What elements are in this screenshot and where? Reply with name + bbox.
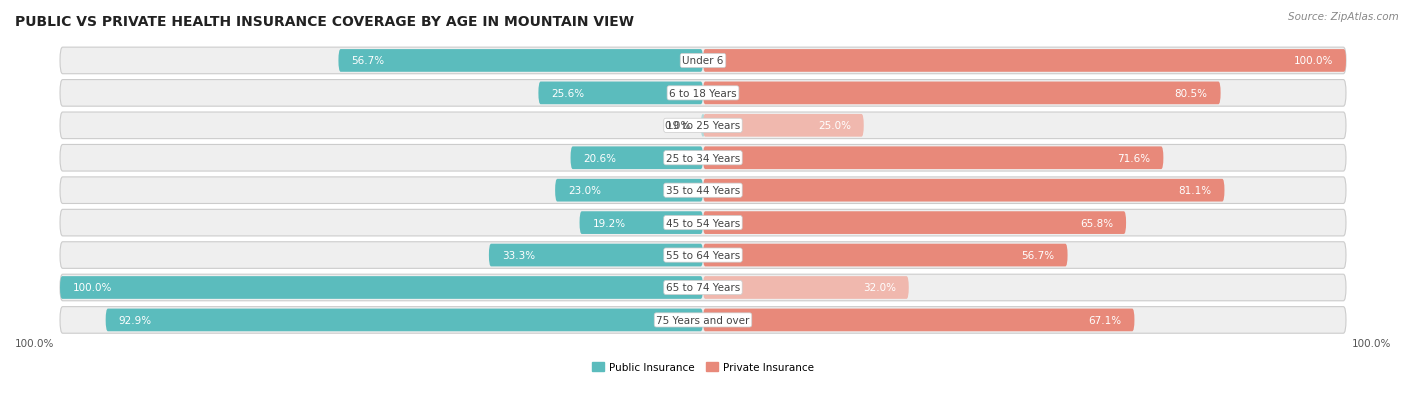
FancyBboxPatch shape (489, 244, 703, 267)
FancyBboxPatch shape (60, 48, 1346, 75)
Text: 56.7%: 56.7% (352, 56, 384, 66)
FancyBboxPatch shape (60, 307, 1346, 333)
Text: 19 to 25 Years: 19 to 25 Years (666, 121, 740, 131)
FancyBboxPatch shape (703, 179, 1225, 202)
Text: 35 to 44 Years: 35 to 44 Years (666, 186, 740, 196)
Legend: Public Insurance, Private Insurance: Public Insurance, Private Insurance (588, 358, 818, 376)
Text: 45 to 54 Years: 45 to 54 Years (666, 218, 740, 228)
FancyBboxPatch shape (60, 81, 1346, 107)
Text: 55 to 64 Years: 55 to 64 Years (666, 250, 740, 261)
FancyBboxPatch shape (571, 147, 703, 170)
FancyBboxPatch shape (105, 309, 703, 332)
Text: 25 to 34 Years: 25 to 34 Years (666, 153, 740, 164)
Text: Under 6: Under 6 (682, 56, 724, 66)
FancyBboxPatch shape (538, 82, 703, 105)
Text: 56.7%: 56.7% (1022, 250, 1054, 261)
Text: 0.0%: 0.0% (664, 121, 690, 131)
Text: 100.0%: 100.0% (1351, 339, 1391, 349)
Text: 71.6%: 71.6% (1118, 153, 1150, 164)
FancyBboxPatch shape (555, 179, 703, 202)
FancyBboxPatch shape (703, 82, 1220, 105)
Text: 65.8%: 65.8% (1080, 218, 1114, 228)
Text: 100.0%: 100.0% (73, 283, 112, 293)
Text: 100.0%: 100.0% (1294, 56, 1333, 66)
Text: 92.9%: 92.9% (118, 315, 152, 325)
Text: 100.0%: 100.0% (15, 339, 55, 349)
Text: 75 Years and over: 75 Years and over (657, 315, 749, 325)
Text: 80.5%: 80.5% (1175, 89, 1208, 99)
Text: 23.0%: 23.0% (568, 186, 600, 196)
Text: 19.2%: 19.2% (592, 218, 626, 228)
FancyBboxPatch shape (60, 113, 1346, 139)
FancyBboxPatch shape (703, 212, 1126, 235)
Text: 6 to 18 Years: 6 to 18 Years (669, 89, 737, 99)
Text: 32.0%: 32.0% (863, 283, 896, 293)
FancyBboxPatch shape (703, 115, 863, 138)
Text: Source: ZipAtlas.com: Source: ZipAtlas.com (1288, 12, 1399, 22)
Text: 81.1%: 81.1% (1178, 186, 1212, 196)
Text: 25.0%: 25.0% (818, 121, 851, 131)
FancyBboxPatch shape (703, 50, 1346, 73)
Text: 67.1%: 67.1% (1088, 315, 1122, 325)
FancyBboxPatch shape (700, 115, 706, 138)
FancyBboxPatch shape (60, 210, 1346, 236)
FancyBboxPatch shape (579, 212, 703, 235)
FancyBboxPatch shape (703, 276, 908, 299)
Text: 65 to 74 Years: 65 to 74 Years (666, 283, 740, 293)
FancyBboxPatch shape (60, 275, 1346, 301)
Text: 20.6%: 20.6% (583, 153, 616, 164)
FancyBboxPatch shape (339, 50, 703, 73)
FancyBboxPatch shape (703, 309, 1135, 332)
FancyBboxPatch shape (60, 276, 703, 299)
FancyBboxPatch shape (60, 242, 1346, 269)
Text: 25.6%: 25.6% (551, 89, 585, 99)
Text: PUBLIC VS PRIVATE HEALTH INSURANCE COVERAGE BY AGE IN MOUNTAIN VIEW: PUBLIC VS PRIVATE HEALTH INSURANCE COVER… (15, 15, 634, 29)
FancyBboxPatch shape (60, 145, 1346, 172)
FancyBboxPatch shape (703, 147, 1163, 170)
FancyBboxPatch shape (703, 244, 1067, 267)
Text: 33.3%: 33.3% (502, 250, 534, 261)
FancyBboxPatch shape (60, 178, 1346, 204)
